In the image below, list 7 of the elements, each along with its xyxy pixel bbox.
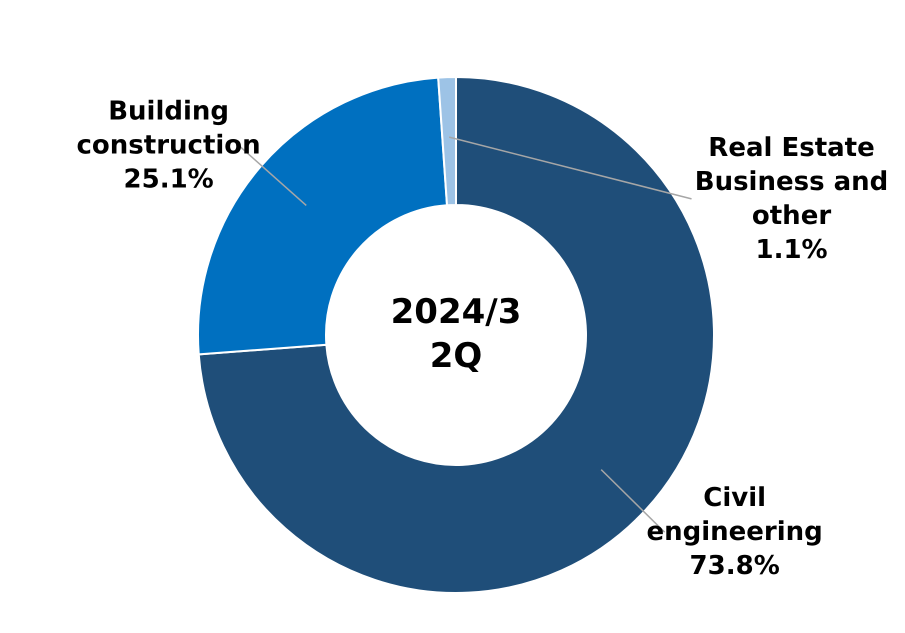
- data-label: 25.1%: [124, 164, 214, 194]
- data-label: 73.8%: [690, 551, 780, 582]
- slice-label: Real Estate Business and other: [694, 132, 888, 231]
- text: 2024/3 2Q: [390, 292, 522, 376]
- slice-label: Building construction: [76, 96, 261, 160]
- data-label: 1.1%: [755, 234, 828, 265]
- slice-label: Civil engineering: [646, 483, 823, 548]
